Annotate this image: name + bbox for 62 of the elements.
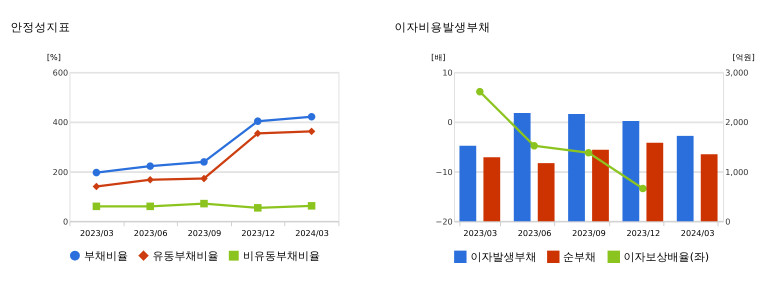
- x-tick-label: 2023/09: [188, 228, 222, 238]
- legend-label: 유동부채비율: [152, 249, 219, 262]
- point: [308, 128, 316, 136]
- point: [308, 202, 316, 210]
- point: [92, 182, 100, 190]
- x-tick-label: 2023/03: [80, 228, 114, 238]
- bar: [538, 163, 555, 222]
- x-tick-label: 2023/03: [463, 228, 498, 238]
- legend-label: 순부채: [563, 250, 596, 264]
- point: [92, 202, 100, 210]
- y-tick-label: −10: [436, 166, 453, 177]
- x-tick-label: 2023/12: [626, 228, 660, 238]
- point: [200, 158, 208, 166]
- bar: [568, 114, 585, 222]
- point: [200, 174, 208, 182]
- point: [254, 117, 262, 125]
- chart-title: 안정성지표: [10, 20, 70, 34]
- point: [476, 88, 484, 96]
- y-tick-label: 10: [442, 67, 453, 78]
- y-tick-label: 0: [62, 216, 68, 226]
- x-tick-label: 2023/06: [134, 228, 168, 238]
- point: [92, 168, 100, 176]
- legend-label: 이자발생부채: [470, 250, 536, 264]
- x-tick-label: 2023/09: [572, 228, 606, 238]
- bar: [592, 150, 609, 222]
- chart-title: 이자비용발생부채: [394, 20, 490, 34]
- y-axis-title: [배]: [431, 52, 446, 62]
- point: [146, 202, 154, 210]
- bar: [622, 120, 640, 222]
- point: [308, 112, 316, 121]
- bar: [700, 154, 718, 222]
- point: [254, 130, 262, 138]
- point: [254, 204, 262, 212]
- y-axis-title: [%]: [46, 52, 61, 62]
- x-tick-label: 2023/06: [518, 228, 552, 238]
- bar: [676, 136, 694, 222]
- y2-axis-title: [억원]: [732, 52, 755, 62]
- y2-tick-label: 2,000: [725, 117, 748, 128]
- point: [146, 176, 154, 184]
- y2-tick-label: 0: [725, 216, 730, 226]
- y-tick-label: −20: [436, 216, 453, 226]
- y-tick-label: 200: [52, 166, 68, 177]
- y2-tick-label: 1,000: [725, 166, 748, 177]
- y-tick-label: 400: [52, 117, 68, 128]
- y2-tick-label: 3,000: [725, 67, 748, 78]
- point: [530, 142, 538, 150]
- bar: [514, 113, 531, 222]
- bar: [646, 142, 664, 222]
- point: [146, 162, 154, 170]
- legend-label: 부채비율: [84, 249, 128, 262]
- y-tick-label: 600: [52, 67, 68, 78]
- x-tick-label: 2024/03: [295, 228, 329, 238]
- bar: [483, 157, 500, 222]
- x-tick-label: 2023/12: [241, 228, 276, 238]
- y-tick-label: 0: [447, 117, 453, 128]
- point: [200, 200, 208, 208]
- legend-label: 비유동부채비율: [242, 249, 320, 262]
- point: [639, 184, 647, 192]
- bar: [459, 146, 476, 222]
- legend-label: 이자보상배율(좌): [624, 250, 710, 264]
- x-tick-label: 2024/03: [680, 228, 714, 238]
- point: [584, 148, 592, 156]
